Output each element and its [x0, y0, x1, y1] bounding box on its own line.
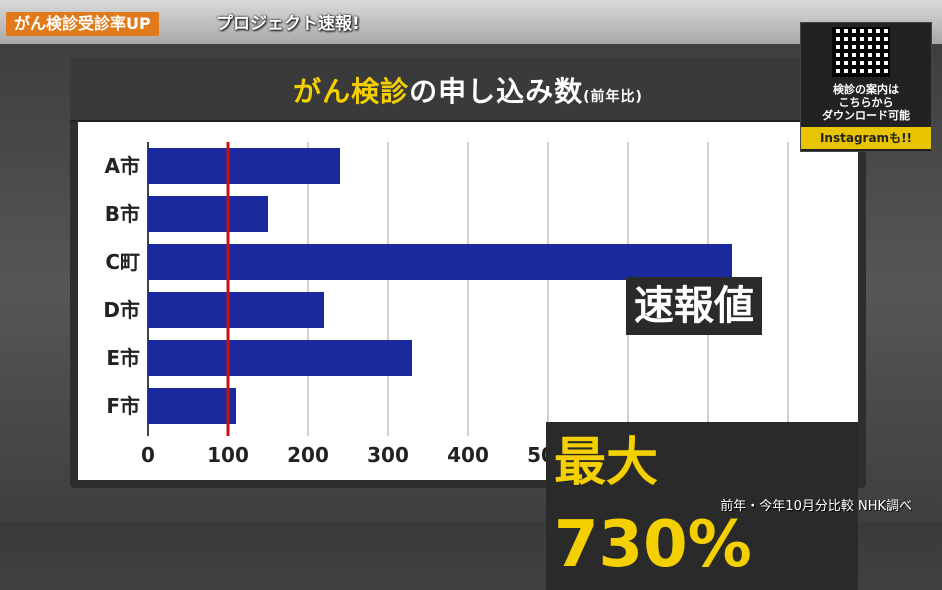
title-highlight: がん検診	[293, 75, 410, 108]
plot-area: 0100200300400500600700800(%)A市B市C町D市E市F市…	[78, 122, 858, 590]
x-tick-label: 100	[207, 443, 249, 467]
category-label: F市	[106, 394, 140, 418]
max-label: 最大	[554, 433, 659, 493]
chart-frame: がん検診の申し込み数(前年比) 010020030040050060070080…	[70, 58, 866, 590]
bar	[148, 388, 236, 424]
max-value: 730%	[554, 508, 752, 582]
qr-line1: 検診の案内は	[833, 83, 899, 96]
preliminary-badge: 速報値	[626, 277, 762, 335]
category-label: D市	[103, 298, 140, 322]
project-title: プロジェクト速報!	[216, 14, 360, 34]
category-label: C町	[105, 250, 140, 274]
category-label: A市	[105, 154, 140, 178]
bar	[148, 196, 268, 232]
x-tick-label: 200	[287, 443, 329, 467]
source-note: 前年・今年10月分比較 NHK調べ	[720, 499, 912, 514]
category-label: B市	[105, 202, 140, 226]
qr-line3: ダウンロード可能	[822, 109, 910, 122]
bar	[148, 148, 340, 184]
bar	[148, 244, 732, 280]
qr-caption: 検診の案内は こちらから ダウンロード可能	[801, 83, 931, 122]
chart-title: がん検診の申し込み数(前年比)	[70, 70, 866, 110]
title-note: (前年比)	[583, 89, 643, 105]
topic-tag: がん検診受診率UP	[6, 12, 159, 36]
qr-code-icon	[832, 27, 890, 77]
title-rest: の申し込み数	[409, 75, 584, 108]
instagram-note: Instagramも!!	[801, 127, 931, 149]
chart-header: がん検診の申し込み数(前年比)	[70, 58, 866, 122]
category-label: E市	[106, 346, 140, 370]
bar	[148, 340, 412, 376]
qr-line2: こちらから	[838, 96, 894, 109]
bar	[148, 292, 324, 328]
top-bar: がん検診受診率UP プロジェクト速報!	[0, 0, 942, 44]
x-tick-label: 300	[367, 443, 409, 467]
qr-panel: 検診の案内は こちらから ダウンロード可能 Instagramも!!	[800, 22, 932, 152]
x-tick-label: 400	[447, 443, 489, 467]
x-tick-label: 0	[141, 443, 155, 467]
